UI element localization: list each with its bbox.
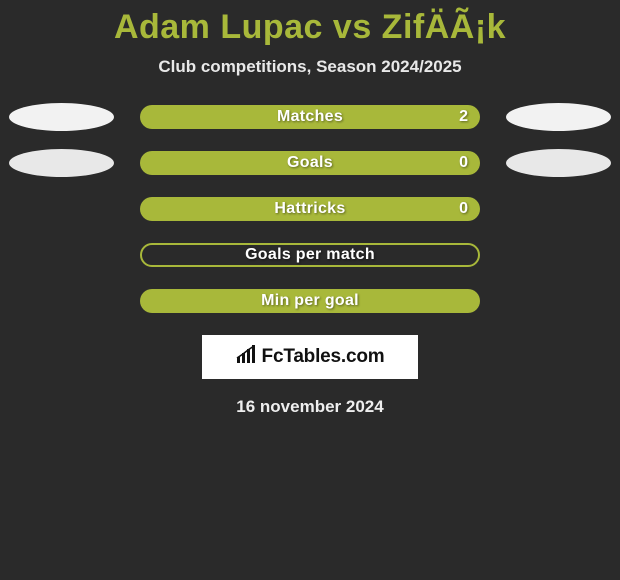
stat-row: Min per goal <box>0 289 620 313</box>
left-spacer <box>9 195 114 223</box>
stat-pill: Min per goal <box>140 289 480 313</box>
page-title: Adam Lupac vs ZifÄÃ¡k <box>0 0 620 47</box>
stat-label: Goals <box>287 154 333 172</box>
stat-pill: Goals 0 <box>140 151 480 175</box>
stat-label: Min per goal <box>261 292 359 310</box>
right-spacer <box>506 287 611 315</box>
stat-value: 2 <box>459 108 468 126</box>
stat-row: Goals per match <box>0 243 620 267</box>
stat-row: Goals 0 <box>0 151 620 175</box>
right-ellipse <box>506 149 611 177</box>
stat-pill: Hattricks 0 <box>140 197 480 221</box>
left-ellipse <box>9 103 114 131</box>
stat-value: 0 <box>459 154 468 172</box>
stat-rows: Matches 2 Goals 0 Hattricks 0 Goals per match M… <box>0 105 620 313</box>
brand-text: FcTables.com <box>262 346 385 368</box>
page-subtitle: Club competitions, Season 2024/2025 <box>0 57 620 77</box>
stat-pill: Goals per match <box>140 243 480 267</box>
left-ellipse <box>9 149 114 177</box>
left-spacer <box>9 287 114 315</box>
right-spacer <box>506 195 611 223</box>
stat-row: Hattricks 0 <box>0 197 620 221</box>
date-line: 16 november 2024 <box>0 397 620 417</box>
right-ellipse <box>506 103 611 131</box>
right-spacer <box>506 241 611 269</box>
stat-row: Matches 2 <box>0 105 620 129</box>
left-spacer <box>9 241 114 269</box>
stat-pill: Matches 2 <box>140 105 480 129</box>
stat-label: Goals per match <box>245 246 375 264</box>
bar-chart-icon <box>236 345 258 370</box>
brand-box: FcTables.com <box>202 335 418 379</box>
stat-label: Matches <box>277 108 343 126</box>
stat-label: Hattricks <box>274 200 345 218</box>
stat-value: 0 <box>459 200 468 218</box>
